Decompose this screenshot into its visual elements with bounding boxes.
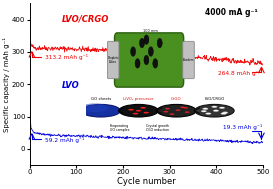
- Text: LVO: LVO: [62, 81, 80, 90]
- X-axis label: Cycle number: Cycle number: [117, 177, 176, 186]
- Y-axis label: Specific capacity / mAh g⁻¹: Specific capacity / mAh g⁻¹: [4, 37, 10, 132]
- Text: 264.8 mAh g⁻¹: 264.8 mAh g⁻¹: [218, 70, 260, 76]
- Text: LVO/CRGO: LVO/CRGO: [62, 15, 109, 24]
- Text: 59.2 mAh g⁻¹: 59.2 mAh g⁻¹: [45, 137, 84, 143]
- Text: 19.3 mAh g⁻¹: 19.3 mAh g⁻¹: [223, 124, 262, 130]
- Text: 4000 mA g⁻¹: 4000 mA g⁻¹: [205, 8, 258, 17]
- Text: 313.2 mAh g⁻¹: 313.2 mAh g⁻¹: [45, 54, 88, 60]
